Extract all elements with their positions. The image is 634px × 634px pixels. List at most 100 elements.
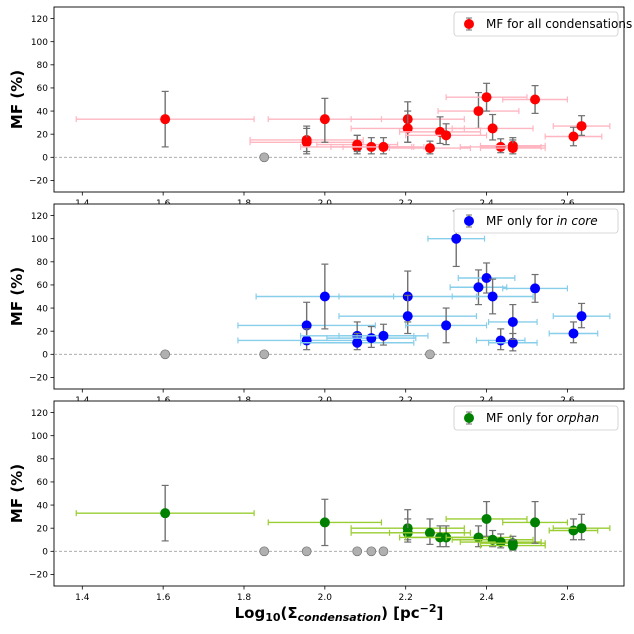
y-tick-label: 100 [31, 38, 48, 48]
data-point [352, 337, 363, 348]
y-tick-label: 60 [37, 281, 49, 291]
zero-data-point [425, 349, 435, 360]
data-point [576, 523, 587, 534]
panel-2: −200204060801001201.41.61.82.02.22.42.6M… [8, 203, 625, 406]
legend: MF only for orphan [453, 405, 619, 431]
data-point [301, 137, 312, 148]
x-axis-label: Log10(Σcondensation) [pc−2] [235, 602, 444, 624]
legend-marker [464, 216, 474, 226]
data-point [568, 328, 579, 339]
x-tick-label: 1.6 [156, 593, 171, 603]
data-point [160, 508, 171, 519]
y-tick-label: 60 [37, 478, 49, 488]
y-tick-label: 40 [37, 501, 49, 511]
data-point [507, 143, 518, 154]
data-point [487, 291, 498, 302]
y-tick-label: 80 [37, 61, 49, 71]
x-tick-label: 2.2 [399, 593, 413, 603]
data-point [301, 320, 312, 331]
y-tick-label: 120 [31, 15, 48, 25]
y-tick-label: 20 [37, 524, 49, 534]
legend-label: MF only for in core [486, 214, 598, 228]
y-axis-label: MF (%) [8, 464, 26, 523]
y-tick-label: 80 [37, 455, 49, 465]
y-tick-label: −20 [29, 177, 48, 187]
data-point [378, 330, 389, 341]
zero-data-point [301, 546, 312, 557]
data-point [424, 143, 435, 154]
data-point [530, 283, 541, 294]
y-tick-label: 80 [37, 258, 49, 268]
x-tick-label: 2.0 [318, 593, 333, 603]
y-axis-label: MF (%) [8, 267, 26, 326]
x-tick-label: 2.6 [560, 593, 575, 603]
data-point [160, 114, 171, 125]
data-point [481, 92, 492, 103]
legend-label: MF for all condensations [486, 17, 632, 31]
data-point [507, 316, 518, 327]
y-tick-label: −20 [29, 374, 48, 384]
y-tick-label: −20 [29, 571, 48, 581]
x-tick-label: 1.8 [237, 593, 252, 603]
data-point [530, 517, 541, 528]
zero-data-point [259, 349, 270, 360]
y-tick-label: 0 [42, 548, 48, 558]
data-point [319, 517, 330, 528]
panels: −20 0 20 40 60 80 100 120 1.4 1.6 1.8 2.0 2.2 2.4 2.6 M… [8, 6, 632, 603]
data-point [402, 311, 413, 322]
data-point [319, 114, 330, 125]
zero-data-point [259, 546, 270, 557]
panel-3: −20 0 20 40 60 80 100 120 1.4 1.6 1.8 2.0 2.2 2.4 2.6 M… [8, 400, 625, 603]
y-tick-label: 0 [42, 351, 48, 361]
data-point [301, 335, 312, 346]
legend-box [453, 11, 619, 37]
data-point [507, 337, 518, 348]
data-point [473, 282, 484, 293]
data-point [473, 532, 484, 543]
zero-data-point [259, 152, 270, 163]
zero-data-point [378, 546, 389, 557]
data-point [487, 123, 498, 134]
y-tick-label: 20 [37, 327, 49, 337]
data-point [378, 141, 389, 152]
y-tick-label: 0 [42, 154, 48, 164]
data-point [319, 291, 330, 302]
data-point [473, 106, 484, 117]
y-tick-label: 100 [31, 432, 48, 442]
data-point [576, 121, 587, 132]
legend-label: MF only for orphan [486, 411, 599, 425]
data-point [481, 273, 492, 283]
data-point [402, 123, 413, 134]
y-tick-label: 40 [37, 304, 49, 314]
data-point [568, 131, 579, 142]
data-point [530, 94, 541, 105]
data-point [495, 141, 506, 152]
data-point [441, 320, 452, 331]
data-point [451, 233, 462, 244]
data-point [424, 527, 435, 538]
data-point [495, 537, 506, 548]
y-axis-label: MF (%) [8, 70, 26, 129]
x-tick-label: 2.4 [479, 593, 494, 603]
data-point [352, 139, 363, 150]
y-tick-label: 60 [37, 84, 49, 94]
zero-data-point [352, 546, 363, 557]
y-tick-label: 100 [31, 235, 48, 245]
zero-data-point [366, 546, 377, 557]
legend: MF only for in core [453, 208, 619, 234]
data-point [441, 130, 452, 141]
x-tick-label: 1.4 [75, 593, 90, 603]
data-point [495, 335, 506, 346]
data-point [576, 311, 587, 322]
zero-data-point [160, 349, 171, 360]
legend-box [453, 208, 619, 234]
y-tick-label: 40 [37, 107, 49, 117]
plot-frame [53, 400, 625, 587]
legend-marker [464, 19, 474, 29]
legend-marker [464, 413, 474, 423]
legend-box [453, 405, 619, 431]
y-tick-label: 20 [37, 130, 49, 140]
data-point [366, 333, 377, 344]
data-point [507, 540, 518, 551]
